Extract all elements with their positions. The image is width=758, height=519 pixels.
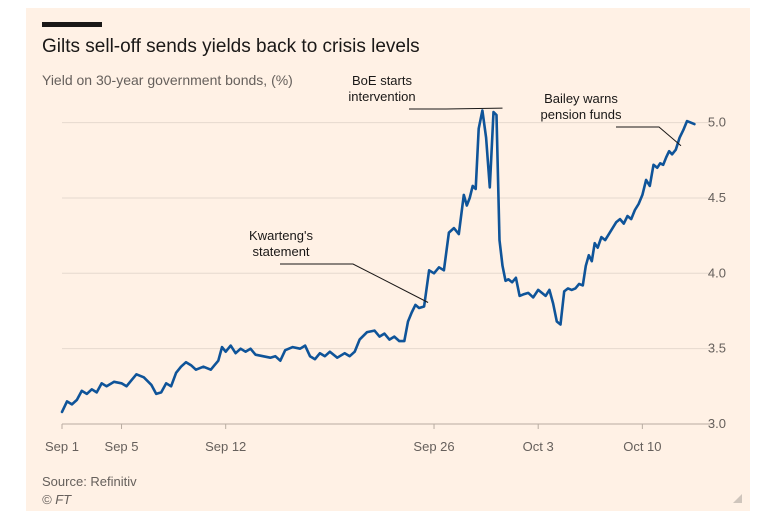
annotation-label: Kwarteng's — [249, 228, 313, 243]
resize-corner-icon — [733, 494, 742, 503]
x-tick-label: Sep 26 — [413, 439, 454, 454]
copyright-note: © FT — [42, 492, 72, 507]
x-tick-label: Sep 12 — [205, 439, 246, 454]
x-tick-label: Oct 10 — [623, 439, 661, 454]
annotation-label: Bailey warns — [544, 91, 618, 106]
chart-subtitle: Yield on 30-year government bonds, (%) — [42, 72, 293, 88]
annotation-label: BoE starts — [352, 73, 412, 88]
y-tick-label: 3.5 — [708, 341, 726, 356]
y-tick-label: 3.0 — [708, 416, 726, 431]
x-tick-label: Sep 5 — [105, 439, 139, 454]
y-tick-label: 5.0 — [708, 115, 726, 130]
x-tick-label: Oct 3 — [523, 439, 554, 454]
y-tick-label: 4.5 — [708, 190, 726, 205]
chart-card: Gilts sell-off sends yields back to cris… — [26, 8, 750, 511]
y-tick-label: 4.0 — [708, 265, 726, 280]
annotation-label: pension funds — [541, 107, 622, 122]
series-line — [60, 109, 696, 414]
annotation-label: intervention — [348, 89, 415, 104]
chart-title: Gilts sell-off sends yields back to cris… — [42, 36, 420, 57]
annotation-leader — [409, 107, 503, 110]
source-note: Source: Refinitiv — [42, 474, 137, 489]
annotation-leader — [280, 263, 429, 303]
annotation-label: statement — [252, 244, 309, 259]
x-tick-label: Sep 1 — [45, 439, 79, 454]
line-chart: 3.0 3.5 4.0 4.5 5.0 Sep 1 Sep 5 Sep 12 Sep 26 Oct… — [45, 73, 726, 454]
header-rule — [42, 22, 102, 27]
annotation-leader — [616, 126, 682, 147]
